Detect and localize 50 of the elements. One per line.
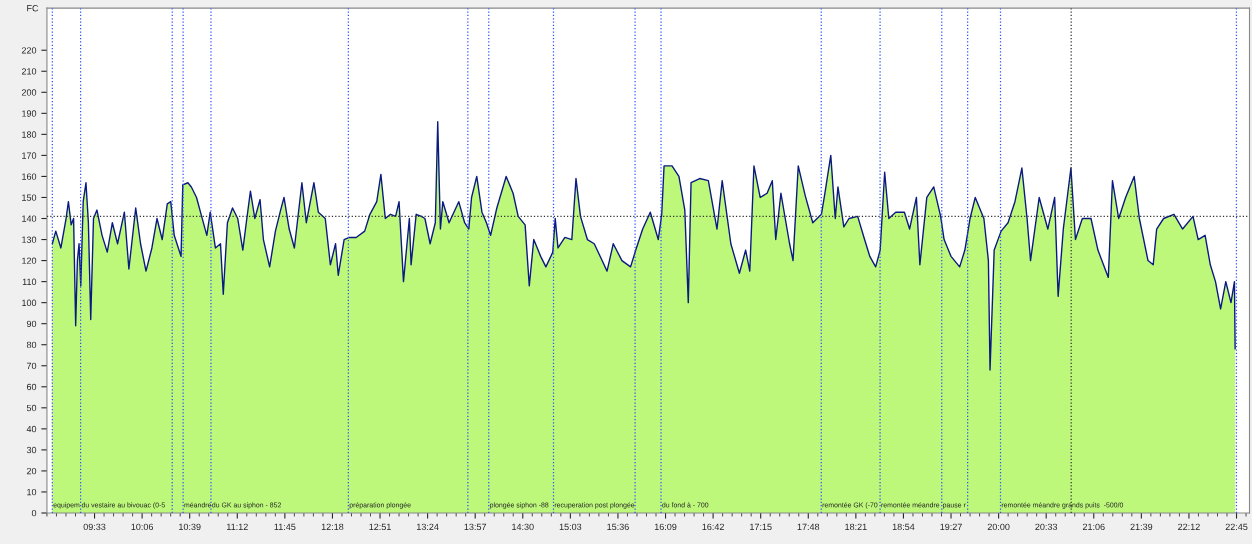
y-tick-label: 90: [26, 320, 37, 328]
y-tick-label: 100: [22, 299, 37, 307]
x-tick-label: 14:30: [512, 523, 534, 531]
y-tick-label: 110: [22, 278, 37, 285]
x-tick-label: 13:24: [417, 523, 439, 531]
y-tick-label: 130: [22, 236, 37, 243]
y-tick-label: 200: [21, 89, 37, 96]
x-tick-label: 11:12: [227, 523, 248, 530]
x-tick-label: 20:00: [987, 523, 1010, 531]
y-tick-label: 40: [26, 425, 37, 433]
x-tick-label: 18:21: [845, 523, 867, 531]
y-tick-label: 10: [27, 488, 37, 496]
x-tick-label: 21:39: [1130, 523, 1153, 531]
y-tick-label: 160: [22, 173, 37, 180]
y-tick-label: 60: [26, 383, 37, 391]
y-tick-label: 120: [22, 257, 37, 264]
x-tick-label: 19:27: [940, 523, 962, 531]
y-tick-label: 70: [26, 362, 37, 370]
x-tick-label: 20:33: [1035, 523, 1058, 531]
x-tick-label: 16:09: [654, 523, 677, 531]
y-tick-label: 0: [31, 509, 37, 517]
x-tick-label: 15:36: [607, 523, 629, 531]
x-tick-label: 17:48: [797, 523, 820, 531]
y-tick-label: 220: [21, 47, 37, 54]
x-tick-label: 12:18: [321, 523, 344, 531]
x-tick-label: 22:12: [1178, 523, 1200, 530]
x-tick-label: 12:51: [369, 523, 391, 531]
x-tick-label: 22:45: [1225, 523, 1248, 531]
y-axis-title: FC: [27, 5, 39, 12]
x-tick-label: 17:15: [750, 523, 772, 531]
x-tick-label: 15:03: [559, 523, 582, 531]
x-tick-label: 10:06: [131, 523, 154, 531]
y-tick-label: 30: [26, 446, 37, 454]
y-tick-label: 190: [22, 110, 37, 117]
y-tick-label: 80: [26, 341, 37, 349]
y-tick-label: 50: [26, 404, 37, 412]
x-tick-label: 11:45: [274, 523, 296, 531]
x-tick-label: 16:42: [702, 523, 724, 531]
x-tick-label: 09:33: [83, 523, 106, 531]
y-tick-label: 170: [22, 152, 37, 159]
y-tick-label: 210: [21, 68, 37, 75]
x-tick-label: 13:57: [464, 523, 487, 531]
y-tick-label: 180: [22, 131, 37, 138]
x-tick-label: 21:06: [1082, 523, 1105, 531]
y-tick-label: 150: [22, 194, 37, 201]
x-tick-label: 18:54: [892, 523, 915, 531]
y-tick-label: 20: [26, 467, 37, 475]
y-tick-label: 140: [22, 215, 37, 222]
line-series: [51, 121, 1236, 371]
x-tick-label: 10:39: [179, 523, 201, 531]
